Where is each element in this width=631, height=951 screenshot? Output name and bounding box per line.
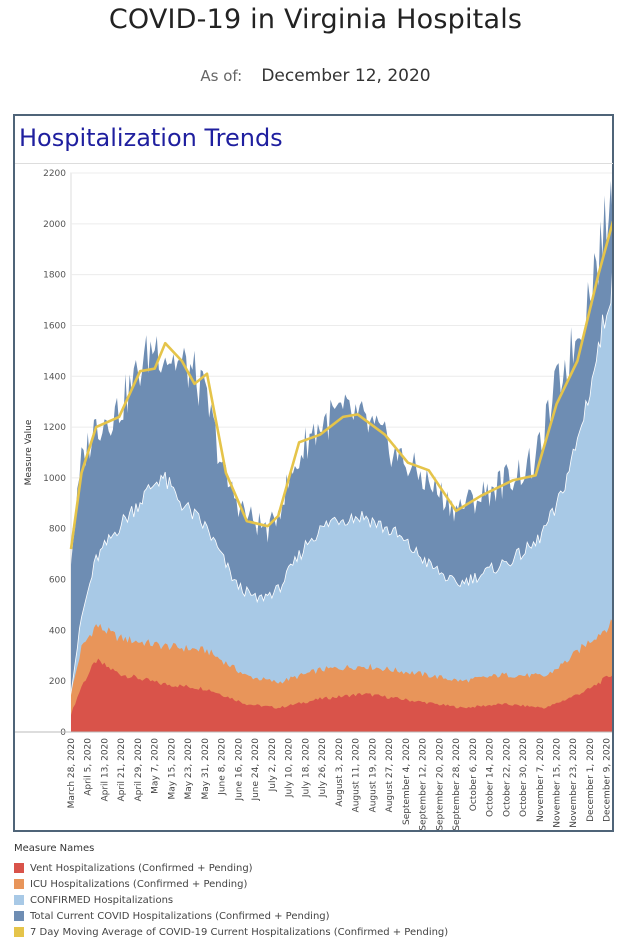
x-tick-label: October 6, 2020 — [469, 738, 479, 812]
y-tick-label: 800 — [49, 525, 66, 535]
x-tick-label: October 30, 2020 — [519, 738, 529, 817]
legend-item[interactable]: CONFIRMED Hospitalizations — [14, 892, 448, 908]
legend-label: 7 Day Moving Average of COVID-19 Current… — [30, 926, 449, 938]
y-tick-label: 0 — [60, 728, 66, 738]
x-axis: March 28, 2020 April 5, 2020 April 13, 202… — [67, 738, 612, 830]
x-tick-label: September 12, 2020 — [419, 738, 429, 830]
as-of-row: As of: December 12, 2020 — [0, 66, 631, 86]
legend-swatch — [14, 895, 24, 905]
legend-label: ICU Hospitalizations (Confirmed + Pendin… — [30, 878, 248, 890]
y-tick-label: 2000 — [43, 220, 66, 230]
y-tick-label: 1400 — [43, 372, 66, 382]
x-tick-label: August 19, 2020 — [368, 738, 378, 813]
as-of-date: December 12, 2020 — [261, 66, 431, 86]
legend-item[interactable]: Vent Hospitalizations (Confirmed + Pendi… — [14, 860, 448, 876]
y-tick-label: 600 — [49, 576, 66, 586]
x-tick-label: March 28, 2020 — [67, 738, 77, 809]
x-tick-label: April 29, 2020 — [134, 738, 144, 802]
legend-item[interactable]: 7 Day Moving Average of COVID-19 Current… — [14, 924, 448, 940]
x-tick-label: July 10, 2020 — [285, 738, 295, 798]
x-tick-label: July 26, 2020 — [318, 738, 328, 798]
legend: Measure Names Vent Hospitalizations (Con… — [14, 843, 448, 940]
hospitalization-trends-chart[interactable]: 0 200 400 600 800 1000 1200 1400 1600 1800 2000 220… — [15, 164, 612, 830]
moving-average-line[interactable] — [69, 220, 612, 550]
x-tick-label: September 28, 2020 — [452, 738, 462, 830]
x-tick-label: November 23, 2020 — [569, 738, 579, 828]
legend-item[interactable]: Total Current COVID Hospitalizations (Co… — [14, 908, 448, 924]
legend-label: CONFIRMED Hospitalizations — [30, 894, 174, 906]
x-tick-label: May 31, 2020 — [201, 738, 211, 800]
x-tick-label: July 2, 2020 — [268, 738, 278, 793]
x-tick-label: June 24, 2020 — [251, 738, 261, 802]
legend-swatch — [14, 879, 24, 889]
x-tick-label: November 15, 2020 — [553, 738, 563, 828]
x-tick-label: October 22, 2020 — [502, 738, 512, 817]
x-tick-label: November 7, 2020 — [536, 738, 546, 822]
x-tick-label: May 15, 2020 — [167, 738, 177, 800]
x-tick-label: April 13, 2020 — [101, 738, 111, 802]
x-tick-label: December 9, 2020 — [603, 738, 612, 822]
y-tick-label: 400 — [49, 626, 66, 636]
chart-title: Hospitalization Trends — [19, 124, 283, 152]
y-tick-label: 200 — [49, 677, 66, 687]
y-tick-label: 1200 — [43, 423, 66, 433]
legend-swatch — [14, 927, 24, 937]
series-area-0[interactable] — [71, 658, 612, 733]
x-tick-label: April 5, 2020 — [84, 738, 94, 796]
page-title: COVID-19 in Virginia Hospitals — [108, 4, 523, 35]
legend-item[interactable]: ICU Hospitalizations (Confirmed + Pendin… — [14, 876, 448, 892]
y-tick-label: 1000 — [43, 474, 66, 484]
x-tick-label: July 18, 2020 — [301, 738, 311, 798]
y-tick-label: 1800 — [43, 271, 66, 281]
title-divider — [15, 163, 613, 164]
x-tick-label: August 11, 2020 — [352, 738, 362, 813]
x-tick-label: April 21, 2020 — [117, 738, 127, 802]
legend-label: Vent Hospitalizations (Confirmed + Pendi… — [30, 862, 253, 874]
y-tick-label: 1600 — [43, 321, 66, 331]
x-tick-label: December 1, 2020 — [586, 738, 596, 822]
y-tick-label: 2200 — [43, 169, 66, 179]
x-tick-label: May 23, 2020 — [184, 738, 194, 800]
legend-label: Total Current COVID Hospitalizations (Co… — [30, 910, 330, 922]
x-tick-label: May 7, 2020 — [151, 738, 161, 794]
as-of-label: As of: — [200, 67, 243, 85]
x-tick-label: September 20, 2020 — [435, 738, 445, 830]
x-tick-label: June 16, 2020 — [234, 738, 244, 802]
y-axis-label: Measure Value — [24, 419, 34, 485]
x-tick-label: June 8, 2020 — [218, 738, 228, 796]
legend-swatch — [14, 863, 24, 873]
series-area-2[interactable] — [70, 260, 612, 733]
x-tick-label: August 27, 2020 — [385, 738, 395, 813]
legend-swatch — [14, 911, 24, 921]
legend-title: Measure Names — [14, 843, 95, 854]
x-tick-label: October 14, 2020 — [486, 738, 496, 817]
x-tick-label: August 3, 2020 — [335, 738, 345, 807]
x-tick-label: September 4, 2020 — [402, 738, 412, 825]
